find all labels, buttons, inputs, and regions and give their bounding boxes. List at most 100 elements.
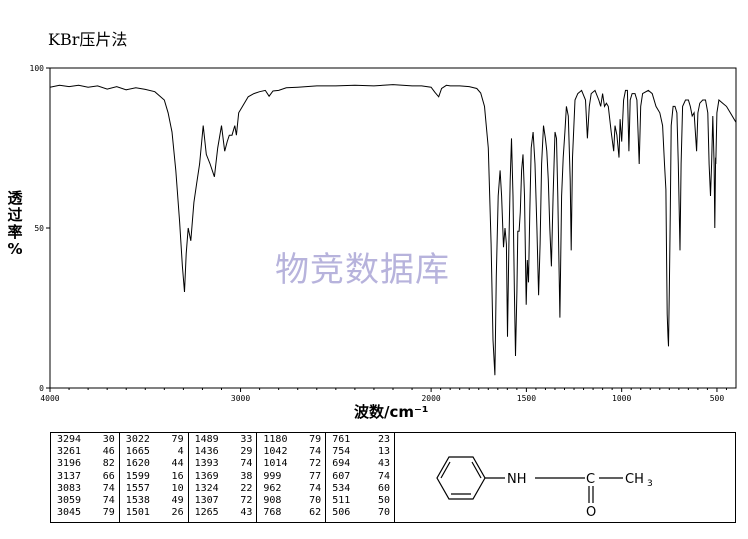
peak-column: 3022 79 1665 4 1620 44 1599 16 1557 10 1538 49 1501 2… xyxy=(120,433,189,522)
peak-row: 1180 79 xyxy=(263,434,321,446)
peak-row: 511 50 xyxy=(332,495,390,507)
peak-wavenumber: 534 xyxy=(332,482,351,494)
peak-wavenumber: 1599 xyxy=(125,470,150,482)
y-tick-label: 100 xyxy=(30,64,45,73)
peak-transmittance: 43 xyxy=(377,458,390,470)
peak-wavenumber: 3022 xyxy=(125,434,150,445)
peak-row: 1265 43 xyxy=(195,507,253,519)
x-tick-label: 3000 xyxy=(231,394,250,403)
peak-row: 1665 4 xyxy=(126,446,184,458)
peak-transmittance: 79 xyxy=(171,434,184,445)
peak-transmittance: 77 xyxy=(309,470,322,482)
ir-spectrum-chart: 物竞数据库 4000 3000 2000 1500 1000 500 0 50 100 波数/c… xyxy=(30,64,737,421)
peak-transmittance: 43 xyxy=(240,507,253,519)
benzene-ring xyxy=(436,456,486,500)
peak-transmittance: 79 xyxy=(309,434,322,445)
peak-wavenumber: 999 xyxy=(263,470,282,482)
methyl-subscript: 3 xyxy=(647,479,653,489)
chain-bonds xyxy=(485,477,623,503)
peak-row: 1324 22 xyxy=(195,483,253,495)
y-tick-label: 0 xyxy=(39,384,44,393)
y-axis-label: 透 过 率 % xyxy=(6,190,24,258)
peak-transmittance: 38 xyxy=(240,470,253,482)
peak-transmittance: 44 xyxy=(171,458,184,470)
peak-column: 1489 33 1436 29 1393 74 1369 38 1324 22 1307 72 1265… xyxy=(189,433,258,522)
peak-row: 1557 10 xyxy=(126,483,184,495)
peak-wavenumber: 962 xyxy=(263,482,282,494)
peak-row: 761 23 xyxy=(332,434,390,446)
y-axis-label-char: % xyxy=(7,240,23,258)
peak-wavenumber: 1369 xyxy=(194,470,219,482)
peak-wavenumber: 3261 xyxy=(57,446,82,458)
y-tick-label: 50 xyxy=(34,224,44,233)
peak-transmittance: 74 xyxy=(102,482,115,494)
y-axis-label-char: 透 xyxy=(7,189,23,207)
peak-transmittance: 29 xyxy=(240,446,253,458)
peak-wavenumber: 908 xyxy=(263,495,282,507)
peak-row: 1599 16 xyxy=(126,471,184,483)
peak-wavenumber: 1307 xyxy=(194,495,219,507)
peak-wavenumber: 506 xyxy=(332,507,351,519)
peak-wavenumber: 1501 xyxy=(125,507,150,519)
peak-row: 1393 74 xyxy=(195,458,253,470)
peak-transmittance: 50 xyxy=(377,495,390,507)
x-tick-label: 1000 xyxy=(612,394,631,403)
peak-row: 1014 72 xyxy=(263,458,321,470)
peak-wavenumber: 1265 xyxy=(194,507,219,519)
peak-transmittance: 70 xyxy=(309,495,322,507)
peak-transmittance: 70 xyxy=(377,507,390,519)
peak-transmittance: 66 xyxy=(102,470,115,482)
x-tick-label: 500 xyxy=(710,394,725,403)
peak-row: 3059 74 xyxy=(57,495,115,507)
acetanilide-structure: NH C O CH 3 xyxy=(436,456,653,520)
peak-row: 607 74 xyxy=(332,471,390,483)
peak-transmittance: 74 xyxy=(377,470,390,482)
peak-wavenumber: 694 xyxy=(332,458,351,470)
peak-wavenumber: 1538 xyxy=(125,495,150,507)
peak-transmittance: 33 xyxy=(240,434,253,445)
peak-wavenumber: 1324 xyxy=(194,482,219,494)
peak-transmittance: 82 xyxy=(102,458,115,470)
method-label: KBr压片法 xyxy=(48,30,128,49)
peak-transmittance: 49 xyxy=(171,495,184,507)
peak-wavenumber: 511 xyxy=(332,495,351,507)
peak-row: 999 77 xyxy=(263,471,321,483)
peak-transmittance: 74 xyxy=(309,446,322,458)
peak-transmittance: 16 xyxy=(171,470,184,482)
peak-row: 3261 46 xyxy=(57,446,115,458)
peak-row: 1436 29 xyxy=(195,446,253,458)
peak-row: 3196 82 xyxy=(57,458,115,470)
peak-row: 768 62 xyxy=(263,507,321,519)
peak-wavenumber: 3083 xyxy=(57,482,82,494)
peak-row: 3083 74 xyxy=(57,483,115,495)
peak-row: 534 60 xyxy=(332,483,390,495)
peak-wavenumber: 1180 xyxy=(263,434,288,445)
peak-row: 3045 79 xyxy=(57,507,115,519)
plot-frame xyxy=(49,67,737,389)
peak-row: 1620 44 xyxy=(126,458,184,470)
peak-transmittance: 74 xyxy=(309,482,322,494)
peak-wavenumber: 1489 xyxy=(194,434,219,445)
peak-wavenumber: 1620 xyxy=(125,458,150,470)
x-tick-label: 1500 xyxy=(517,394,536,403)
peak-row: 962 74 xyxy=(263,483,321,495)
oxygen-label: O xyxy=(586,505,596,520)
x-tick-label: 4000 xyxy=(40,394,59,403)
peak-wavenumber: 3045 xyxy=(57,507,82,519)
peak-column: 761 23 754 13 694 43 607 74 534 60 511 50 506 70 xyxy=(326,433,394,522)
peak-wavenumber: 1014 xyxy=(263,458,288,470)
peak-row: 1042 74 xyxy=(263,446,321,458)
peak-row: 1489 33 xyxy=(195,434,253,446)
x-axis-label: 波数/cm⁻¹ xyxy=(354,403,429,421)
peak-wavenumber: 3196 xyxy=(57,458,82,470)
peak-wavenumber: 3294 xyxy=(57,434,82,445)
peak-transmittance: 4 xyxy=(177,446,184,458)
peak-transmittance: 79 xyxy=(102,507,115,519)
peak-row: 754 13 xyxy=(332,446,390,458)
peak-column: 1180 79 1042 74 1014 72 999 77 962 74 908 70 768 62 xyxy=(257,433,327,522)
peak-transmittance: 74 xyxy=(240,458,253,470)
peak-wavenumber: 1042 xyxy=(263,446,288,458)
peak-transmittance: 10 xyxy=(171,482,184,494)
peak-transmittance: 74 xyxy=(102,495,115,507)
peak-column: 3294 30 3261 46 3196 82 3137 66 3083 74 3059 74 3045… xyxy=(51,433,120,522)
